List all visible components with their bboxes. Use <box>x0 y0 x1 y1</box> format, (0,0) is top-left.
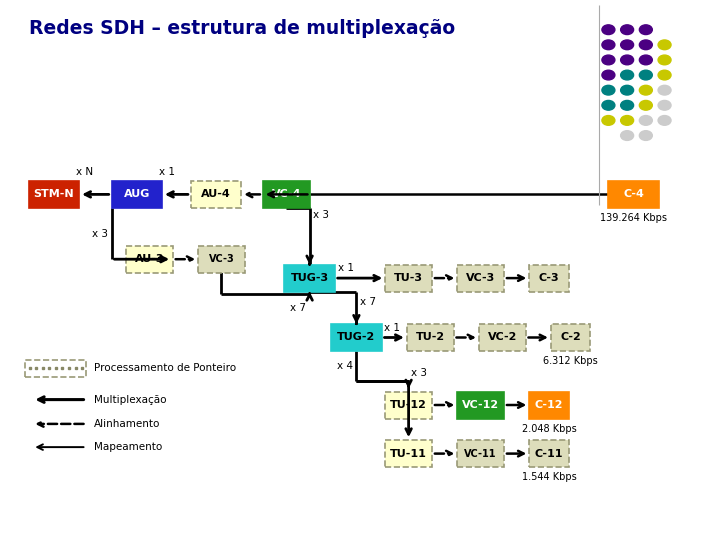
Circle shape <box>639 131 652 140</box>
Text: VC-11: VC-11 <box>464 449 497 458</box>
FancyBboxPatch shape <box>407 324 454 351</box>
Text: Redes SDH – estrutura de multiplexação: Redes SDH – estrutura de multiplexação <box>29 19 455 38</box>
Text: x 4: x 4 <box>337 361 353 371</box>
FancyBboxPatch shape <box>385 440 432 467</box>
Circle shape <box>621 70 634 80</box>
Circle shape <box>639 25 652 35</box>
Text: Multiplexação: Multiplexação <box>94 395 166 404</box>
Text: VC-3: VC-3 <box>209 254 234 264</box>
Text: TU-12: TU-12 <box>390 400 427 410</box>
Text: C-2: C-2 <box>560 333 581 342</box>
Text: AUG: AUG <box>124 190 150 199</box>
FancyBboxPatch shape <box>25 360 86 377</box>
Text: x 7: x 7 <box>290 303 306 313</box>
Text: TU-3: TU-3 <box>394 273 423 283</box>
FancyBboxPatch shape <box>529 265 569 292</box>
Circle shape <box>602 85 615 95</box>
Text: x 3: x 3 <box>92 228 108 239</box>
FancyBboxPatch shape <box>385 265 432 292</box>
Text: Mapeamento: Mapeamento <box>94 442 162 452</box>
Circle shape <box>602 55 615 65</box>
Circle shape <box>639 116 652 125</box>
FancyBboxPatch shape <box>29 181 79 208</box>
Circle shape <box>602 70 615 80</box>
FancyBboxPatch shape <box>551 324 590 351</box>
FancyBboxPatch shape <box>191 181 241 208</box>
Text: x 1: x 1 <box>338 262 354 273</box>
Text: C-4: C-4 <box>624 190 644 199</box>
Circle shape <box>658 40 671 50</box>
Text: 2.048 Kbps: 2.048 Kbps <box>521 424 577 434</box>
FancyBboxPatch shape <box>457 440 504 467</box>
Circle shape <box>621 85 634 95</box>
Circle shape <box>639 40 652 50</box>
Circle shape <box>602 116 615 125</box>
Circle shape <box>602 100 615 110</box>
Text: Alinhamento: Alinhamento <box>94 419 160 429</box>
FancyBboxPatch shape <box>331 324 382 351</box>
Circle shape <box>658 70 671 80</box>
Text: x 1: x 1 <box>159 167 175 177</box>
FancyBboxPatch shape <box>263 181 310 208</box>
Text: AU-3: AU-3 <box>135 254 164 264</box>
Circle shape <box>602 40 615 50</box>
Circle shape <box>621 131 634 140</box>
FancyBboxPatch shape <box>529 440 569 467</box>
Text: VC-12: VC-12 <box>462 400 499 410</box>
Text: TU-2: TU-2 <box>415 333 445 342</box>
Circle shape <box>602 25 615 35</box>
FancyBboxPatch shape <box>457 392 504 418</box>
Text: 1.544 Kbps: 1.544 Kbps <box>521 472 577 483</box>
Text: x 3: x 3 <box>313 210 329 220</box>
Circle shape <box>621 25 634 35</box>
FancyBboxPatch shape <box>385 392 432 418</box>
Text: AU-4: AU-4 <box>201 190 231 199</box>
FancyBboxPatch shape <box>529 392 569 418</box>
Circle shape <box>658 116 671 125</box>
Text: C-11: C-11 <box>535 449 563 458</box>
FancyBboxPatch shape <box>284 265 335 292</box>
Text: VC-3: VC-3 <box>466 273 495 283</box>
Text: Processamento de Ponteiro: Processamento de Ponteiro <box>94 363 235 373</box>
Circle shape <box>658 100 671 110</box>
Circle shape <box>621 100 634 110</box>
FancyBboxPatch shape <box>479 324 526 351</box>
Circle shape <box>639 70 652 80</box>
Text: x N: x N <box>76 167 94 177</box>
Text: VC-4: VC-4 <box>271 190 301 199</box>
Text: C-12: C-12 <box>535 400 563 410</box>
Circle shape <box>639 85 652 95</box>
Text: 139.264 Kbps: 139.264 Kbps <box>600 213 667 224</box>
Text: TUG-2: TUG-2 <box>337 333 376 342</box>
Text: C-3: C-3 <box>539 273 559 283</box>
Circle shape <box>639 100 652 110</box>
FancyBboxPatch shape <box>112 181 162 208</box>
Text: VC-2: VC-2 <box>487 333 517 342</box>
Circle shape <box>621 116 634 125</box>
Circle shape <box>658 85 671 95</box>
FancyBboxPatch shape <box>608 181 659 208</box>
FancyBboxPatch shape <box>457 265 504 292</box>
Text: 6.312 Kbps: 6.312 Kbps <box>543 356 598 367</box>
Circle shape <box>639 55 652 65</box>
Circle shape <box>658 55 671 65</box>
FancyBboxPatch shape <box>126 246 173 273</box>
Text: x 3: x 3 <box>410 368 427 378</box>
Text: x 1: x 1 <box>384 323 400 333</box>
FancyBboxPatch shape <box>198 246 245 273</box>
Circle shape <box>621 55 634 65</box>
Text: TU-11: TU-11 <box>390 449 427 458</box>
Text: STM-N: STM-N <box>34 190 74 199</box>
Text: TUG-3: TUG-3 <box>291 273 328 283</box>
Text: x 7: x 7 <box>360 297 376 307</box>
Circle shape <box>621 40 634 50</box>
